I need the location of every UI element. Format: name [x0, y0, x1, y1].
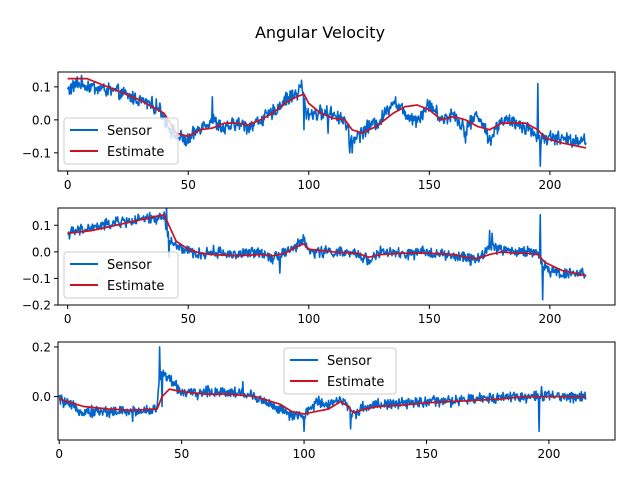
subplot-1: 0 50 100 150 200 0.1 0.0 −0.1 Sensor Estimate — [22, 71, 616, 192]
legend-label-sensor: Sensor — [107, 124, 152, 139]
x-tick-label: 100 — [297, 312, 320, 326]
legend: Sensor Estimate — [283, 347, 397, 395]
x-tick-label: 0 — [55, 447, 63, 461]
legend-label-estimate: Estimate — [107, 279, 164, 294]
x-tick-label: 50 — [174, 447, 189, 461]
x-tick-label: 200 — [537, 447, 560, 461]
axes-frame — [57, 341, 616, 441]
series-line-estimate — [58, 388, 586, 415]
x-tick-label: 150 — [415, 447, 438, 461]
series-line-sensor — [66, 74, 587, 167]
y-tick-label: −0.2 — [22, 299, 51, 313]
axes-root: 0 50 100 150 200 0.1 0.0 −0.1 Sensor Estimate 0 50 1… — [22, 71, 616, 461]
subplot-2: 0 50 100 150 200 0.1 0.0 −0.1 −0.2 Sensor Estimate — [22, 207, 616, 326]
y-tick-label: 0.0 — [32, 113, 51, 127]
x-tick-label: 50 — [181, 312, 196, 326]
x-tick-label: 150 — [418, 178, 441, 192]
series-line-estimate — [67, 77, 587, 149]
x-tick-label: 50 — [181, 178, 196, 192]
y-tick-label: 0.1 — [32, 219, 51, 233]
legend-label-sensor: Sensor — [107, 258, 152, 273]
series-line-sensor — [58, 346, 587, 433]
x-tick-label: 0 — [64, 312, 72, 326]
series-line-sensor — [66, 208, 587, 301]
y-tick-label: −0.1 — [22, 146, 51, 160]
legend: Sensor Estimate — [63, 251, 179, 299]
x-tick-label: 150 — [418, 312, 441, 326]
legend-label-estimate: Estimate — [327, 375, 384, 390]
x-tick-label: 100 — [293, 447, 316, 461]
y-tick-label: 0.2 — [32, 340, 51, 354]
y-tick-label: 0.1 — [32, 80, 51, 94]
x-tick-label: 0 — [64, 178, 72, 192]
legend: Sensor Estimate — [63, 117, 179, 165]
subplot-3: 0 50 100 150 200 0.2 0.0 Sensor Estimate — [32, 340, 616, 461]
legend-label-sensor: Sensor — [327, 354, 372, 369]
x-tick-label: 100 — [297, 178, 320, 192]
axes-frame — [57, 207, 616, 306]
series-line-estimate — [67, 213, 587, 277]
y-tick-label: 0.0 — [32, 245, 51, 259]
y-tick-label: 0.0 — [32, 390, 51, 404]
axes-frame — [57, 71, 616, 172]
figure-title: Angular Velocity — [255, 23, 385, 42]
legend-label-estimate: Estimate — [107, 145, 164, 160]
y-tick-label: −0.1 — [22, 272, 51, 286]
x-tick-label: 200 — [538, 178, 561, 192]
x-tick-label: 200 — [538, 312, 561, 326]
